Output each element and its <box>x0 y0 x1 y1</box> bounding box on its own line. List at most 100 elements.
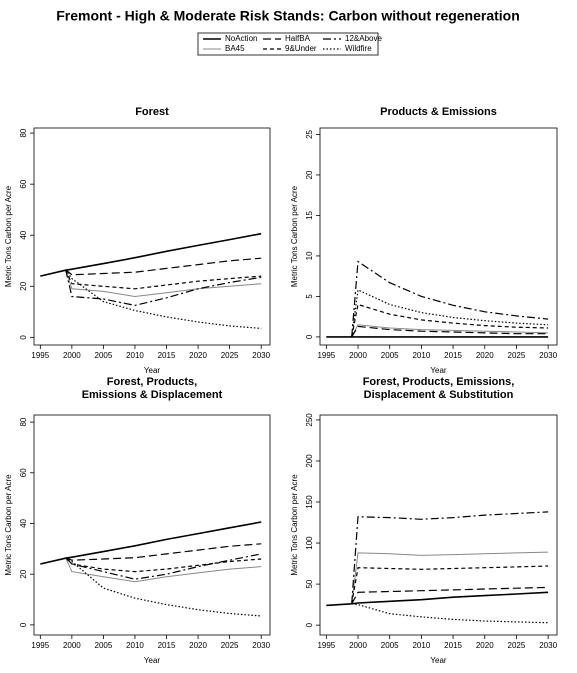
plot-frame <box>319 414 558 636</box>
x-tick-label: 2010 <box>126 641 144 650</box>
series-line <box>351 586 549 605</box>
y-tick-label: 80 <box>19 128 28 137</box>
series-line <box>351 565 549 604</box>
x-tick-label: 1995 <box>317 641 335 650</box>
panel-title: Forest <box>135 106 169 118</box>
series-line <box>65 269 262 307</box>
panel-title: Products & Emissions <box>380 106 497 118</box>
x-axis-label: Year <box>430 366 447 375</box>
series-line <box>65 269 262 290</box>
y-tick-label: 0 <box>19 622 28 627</box>
y-tick-label: 250 <box>305 413 314 427</box>
y-tick-label: 100 <box>305 536 314 550</box>
y-tick-label: 0 <box>19 335 28 340</box>
panel-title: Emissions & Displacement <box>82 389 223 401</box>
series-line <box>65 557 262 573</box>
series-line <box>351 289 549 337</box>
series-line <box>351 260 549 337</box>
x-tick-label: 1995 <box>31 351 49 360</box>
x-tick-label: 2020 <box>189 351 207 360</box>
series-line <box>65 557 262 617</box>
y-tick-label: 60 <box>19 179 28 188</box>
series-line <box>65 557 262 583</box>
y-tick-label: 25 <box>305 129 314 138</box>
x-tick-label: 2000 <box>63 351 81 360</box>
legend-label: 12&Above <box>345 34 382 43</box>
plot-frame <box>33 127 271 346</box>
legend-label: NoAction <box>225 34 257 43</box>
x-tick-label: 2020 <box>189 641 207 650</box>
x-tick-label: 2010 <box>126 351 144 360</box>
x-tick-label: 1995 <box>317 351 335 360</box>
x-tick-label: 2025 <box>508 641 526 650</box>
x-tick-label: 1995 <box>31 641 49 650</box>
series-line <box>351 603 549 624</box>
y-tick-label: 60 <box>19 468 28 477</box>
y-tick-label: 10 <box>305 251 314 260</box>
series-line <box>65 269 262 329</box>
y-tick-label: 40 <box>19 230 28 239</box>
y-tick-label: 40 <box>19 518 28 527</box>
y-tick-label: 50 <box>305 579 314 588</box>
y-tick-label: 20 <box>19 281 28 290</box>
y-tick-label: 0 <box>305 622 314 627</box>
series-line <box>40 232 262 277</box>
y-tick-label: 80 <box>19 417 28 426</box>
x-tick-label: 2015 <box>158 641 176 650</box>
x-tick-label: 2030 <box>252 641 270 650</box>
plot-frame <box>33 414 271 636</box>
series-line <box>351 325 549 338</box>
x-tick-label: 2025 <box>221 641 239 650</box>
series-line <box>65 257 262 276</box>
legend-label: HalfBA <box>285 34 311 43</box>
x-tick-label: 2030 <box>539 351 557 360</box>
x-tick-label: 2005 <box>95 351 113 360</box>
y-tick-label: 20 <box>305 170 314 179</box>
series-line <box>326 591 549 607</box>
legend-label: Wildfire <box>345 44 372 53</box>
series-line <box>351 551 549 604</box>
y-tick-label: 200 <box>305 454 314 468</box>
x-tick-label: 2005 <box>95 641 113 650</box>
panel-title: Displacement & Substitution <box>364 389 514 401</box>
y-tick-label: 150 <box>305 495 314 509</box>
series-line <box>351 303 549 338</box>
x-tick-label: 2010 <box>412 351 430 360</box>
y-tick-label: 5 <box>305 294 314 299</box>
page-title: Fremont - High & Moderate Risk Stands: C… <box>56 8 520 24</box>
legend-label: 9&Under <box>285 44 317 53</box>
x-tick-label: 2000 <box>349 641 367 650</box>
panel-title: Forest, Products, Emissions, <box>363 376 515 388</box>
y-axis-label: Metric Tons Carbon per Acre <box>290 185 299 287</box>
y-axis-label: Metric Tons Carbon per Acre <box>4 474 13 576</box>
series-line <box>65 269 262 298</box>
x-tick-label: 2020 <box>476 351 494 360</box>
panel-title: Forest, Products, <box>107 376 197 388</box>
x-axis-label: Year <box>144 366 161 375</box>
x-tick-label: 2030 <box>539 641 557 650</box>
x-tick-label: 2030 <box>252 351 270 360</box>
x-tick-label: 2015 <box>444 351 462 360</box>
series-line <box>351 511 549 604</box>
x-axis-label: Year <box>144 656 161 665</box>
x-tick-label: 2020 <box>476 641 494 650</box>
y-tick-label: 15 <box>305 210 314 219</box>
x-tick-label: 2010 <box>412 641 430 650</box>
series-line <box>40 521 262 565</box>
x-tick-label: 2025 <box>508 351 526 360</box>
y-axis-label: Metric Tons Carbon per Acre <box>4 185 13 287</box>
series-line <box>65 543 262 561</box>
x-tick-label: 2005 <box>381 351 399 360</box>
x-tick-label: 2025 <box>221 351 239 360</box>
legend-box <box>197 32 379 56</box>
x-tick-label: 2015 <box>158 351 176 360</box>
x-tick-label: 2000 <box>349 351 367 360</box>
x-tick-label: 2000 <box>63 641 81 650</box>
series-line <box>351 324 549 338</box>
series-line <box>65 553 262 580</box>
x-tick-label: 2015 <box>444 641 462 650</box>
y-tick-label: 20 <box>19 569 28 578</box>
plot-frame <box>319 127 558 346</box>
y-axis-label: Metric Tons Carbon per Acre <box>290 474 299 576</box>
